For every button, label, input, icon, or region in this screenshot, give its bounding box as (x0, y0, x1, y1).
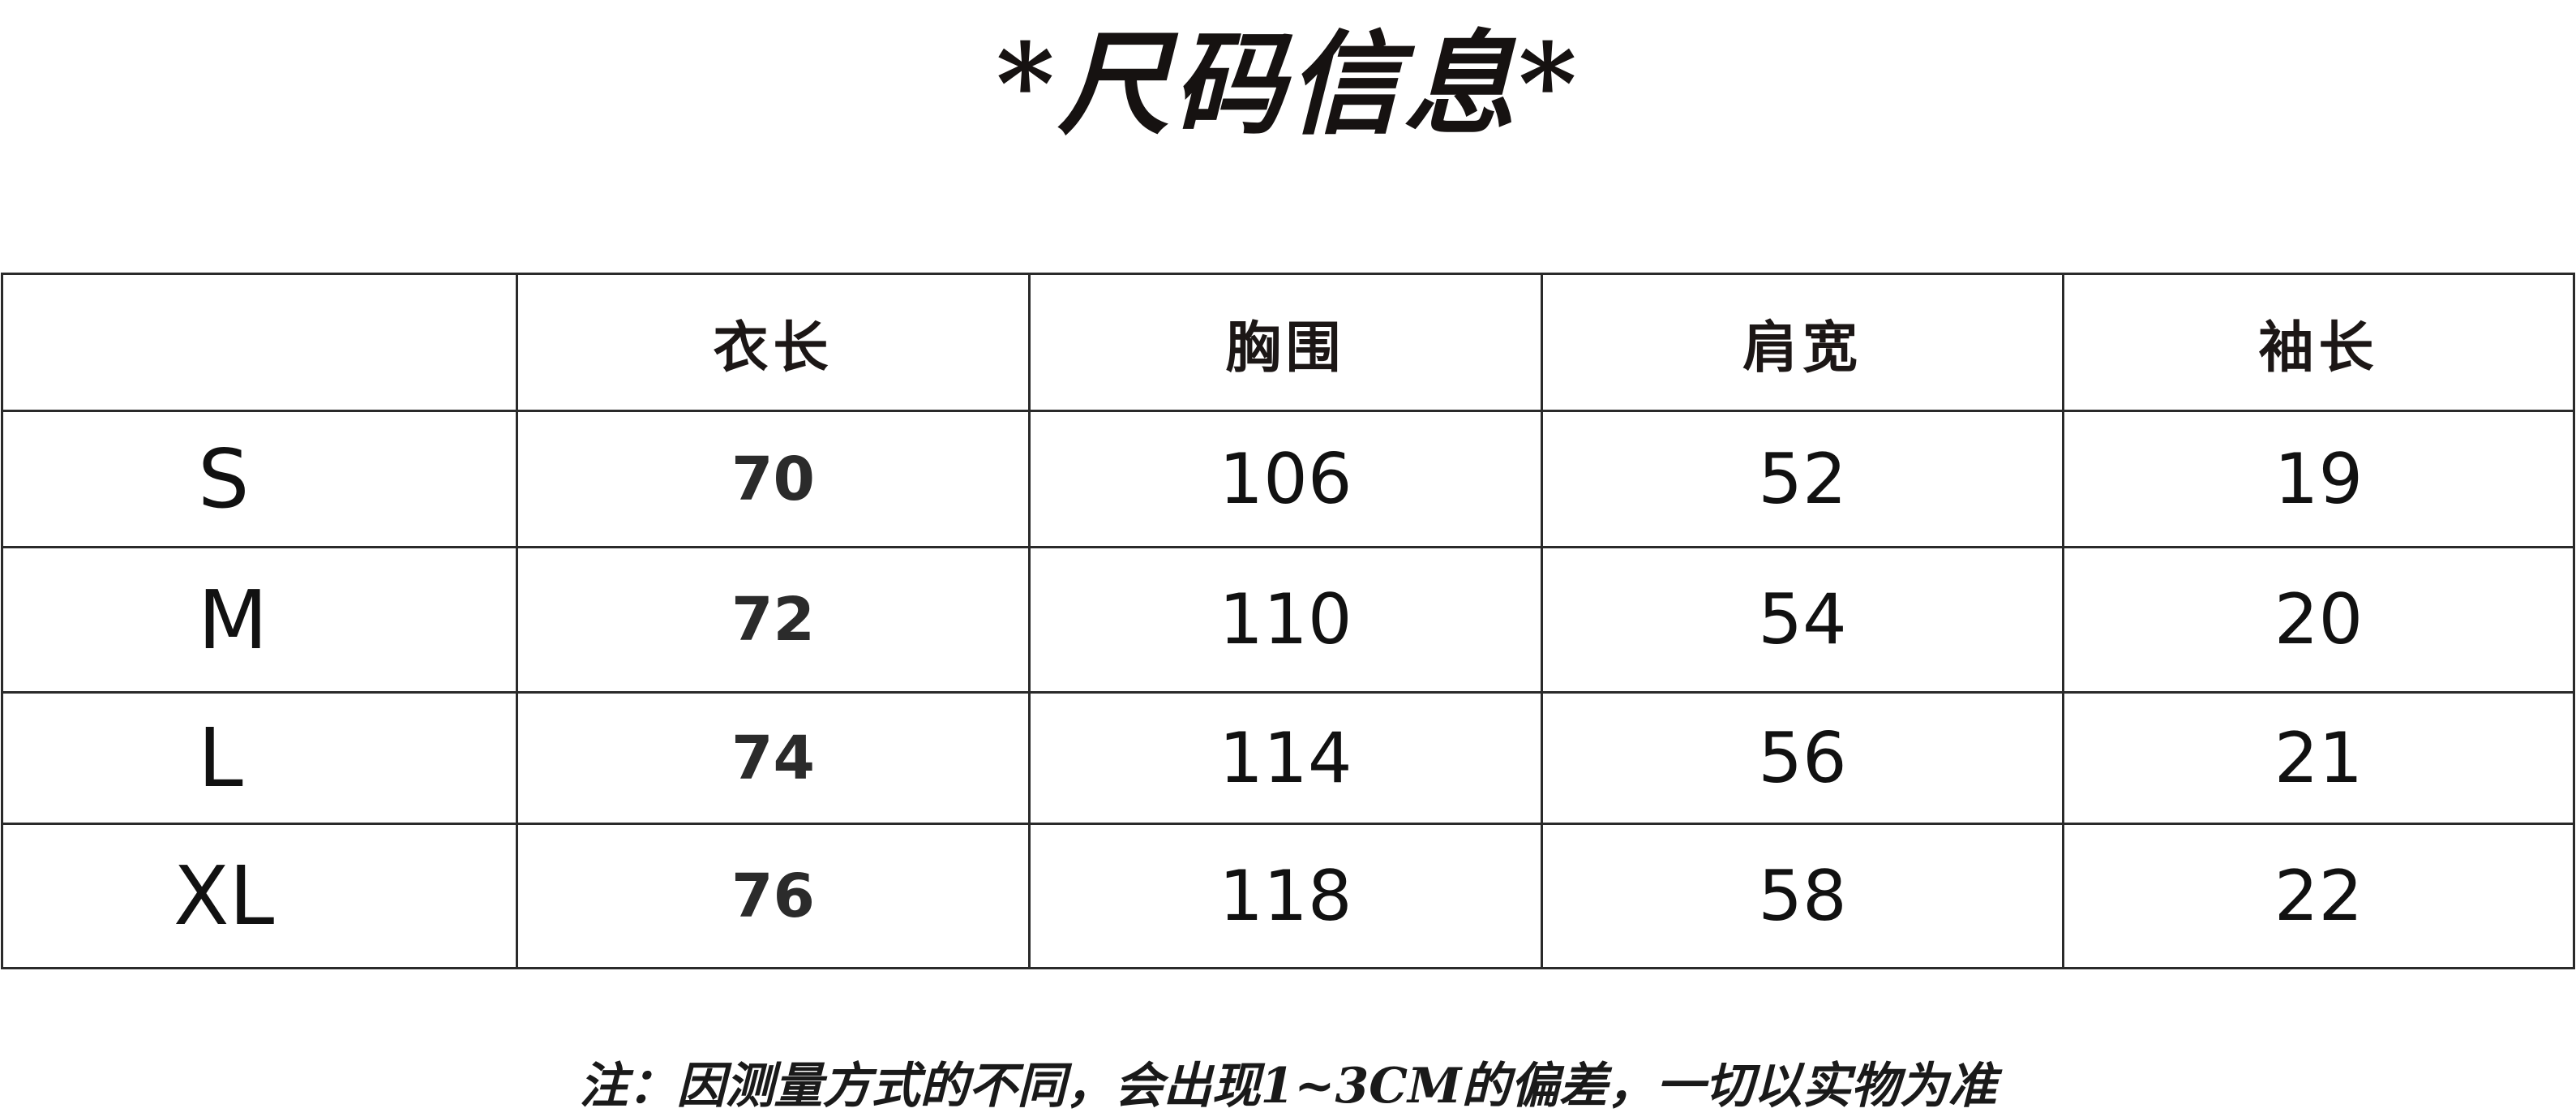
value-cell: 54 (1541, 546, 2064, 694)
value-cell: 52 (1541, 410, 2064, 548)
value-cell: 56 (1541, 691, 2064, 825)
size-cell: L (1, 691, 518, 825)
page-title: *尺码信息* (996, 18, 1580, 150)
header-cell-chest: 胸围 (1028, 273, 1543, 412)
size-cell: S (1, 410, 518, 548)
header-cell-empty (1, 273, 518, 412)
value-cell: 21 (2062, 691, 2575, 825)
value-cell: 118 (1028, 823, 1543, 969)
size-cell: XL (1, 823, 518, 969)
header-cell-length: 衣长 (516, 273, 1031, 412)
size-table: 衣长 胸围 肩宽 袖长 S 70 106 52 19 M 72 110 54 2… (1, 273, 2575, 969)
header-cell-shoulder: 肩宽 (1541, 273, 2064, 412)
table-row: M 72 110 54 20 (1, 546, 2575, 694)
value-cell: 76 (516, 823, 1031, 969)
value-cell: 19 (2062, 410, 2575, 548)
table-row: XL 76 118 58 22 (1, 823, 2575, 969)
value-cell: 20 (2062, 546, 2575, 694)
table-header-row: 衣长 胸围 肩宽 袖长 (1, 273, 2575, 412)
size-cell: M (1, 546, 518, 694)
value-cell: 106 (1028, 410, 1543, 548)
value-cell: 110 (1028, 546, 1543, 694)
measurement-note: 注：因测量方式的不同，会出现1~3CM的偏差，一切以实物为准 (579, 1058, 1997, 1115)
table-row: S 70 106 52 19 (1, 410, 2575, 548)
value-cell: 70 (516, 410, 1031, 548)
header-cell-sleeve: 袖长 (2062, 273, 2575, 412)
value-cell: 74 (516, 691, 1031, 825)
table-row: L 74 114 56 21 (1, 691, 2575, 825)
value-cell: 114 (1028, 691, 1543, 825)
value-cell: 72 (516, 546, 1031, 694)
value-cell: 58 (1541, 823, 2064, 969)
value-cell: 22 (2062, 823, 2575, 969)
